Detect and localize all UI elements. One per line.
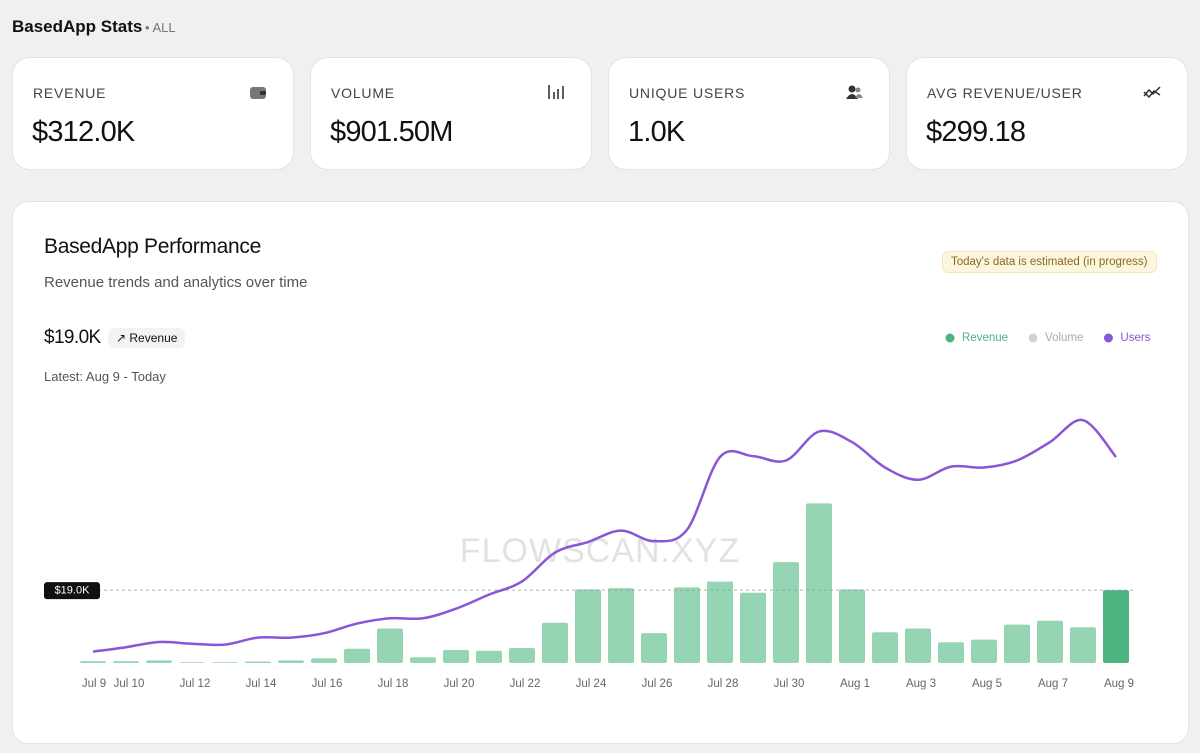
x-tick-label: Jul 9: [82, 678, 106, 690]
bar: [80, 661, 106, 663]
stat-label: REVENUE: [33, 85, 107, 101]
bar: [740, 592, 766, 663]
bar: [410, 657, 436, 663]
bar: [674, 587, 700, 663]
bar: [146, 660, 172, 663]
reference-label: $19.0K: [55, 584, 91, 596]
bar: [179, 662, 205, 663]
bar: [311, 658, 337, 663]
trend-icon: [1143, 86, 1161, 99]
bar: [971, 639, 997, 663]
x-tick-label: Jul 24: [576, 678, 607, 690]
page-title: BasedApp Stats: [12, 17, 143, 36]
stat-label: UNIQUE USERS: [629, 85, 746, 101]
bar: [641, 633, 667, 663]
bar: [608, 588, 634, 663]
stat-value: $299.18: [926, 116, 1026, 148]
bar: [113, 661, 139, 663]
x-tick-label: Jul 18: [378, 678, 409, 690]
bar: [872, 632, 898, 663]
bar: [344, 648, 370, 663]
stat-label: AVG REVENUE/USER: [927, 85, 1083, 101]
bar: [542, 622, 568, 663]
legend-swatch: [1028, 333, 1038, 343]
x-tick-label: Jul 10: [114, 678, 145, 690]
bar: [476, 650, 502, 663]
panel-title: BasedApp Performance: [44, 235, 261, 258]
bar: [1004, 624, 1030, 663]
x-tick-label: Jul 16: [312, 678, 343, 690]
bar: [839, 589, 865, 663]
metric-label: Revenue: [129, 331, 178, 345]
legend-label: Revenue: [962, 332, 1008, 344]
legend-swatch: [1103, 333, 1113, 343]
x-tick-label: Aug 5: [972, 678, 1002, 690]
current-value: $19.0K: [44, 327, 101, 348]
x-tick-label: Aug 9: [1104, 678, 1134, 690]
bar: [509, 648, 535, 663]
stat-card: REVENUE $312.0K: [12, 57, 294, 170]
x-tick-label: Jul 26: [642, 678, 673, 690]
legend-swatch: [945, 333, 955, 343]
bar: [443, 649, 469, 663]
bar: [938, 642, 964, 663]
x-tick-label: Jul 14: [246, 678, 277, 690]
bar: [1103, 590, 1129, 663]
bar: [905, 628, 931, 663]
x-tick-label: Jul 30: [774, 678, 805, 690]
x-tick-label: Jul 28: [708, 678, 739, 690]
notice: Today's data is estimated (in progress): [942, 251, 1157, 273]
stat-value: 1.0K: [628, 116, 685, 148]
x-tick-label: Aug 1: [840, 678, 870, 690]
bar: [377, 628, 403, 663]
bar: [773, 562, 799, 663]
legend-label: Users: [1120, 332, 1150, 344]
bar: [1037, 620, 1063, 663]
metric-pill: ↗ Revenue: [108, 328, 186, 348]
users-line: [92, 418, 1117, 653]
bar: [575, 589, 601, 663]
x-tick-label: Jul 22: [510, 678, 541, 690]
scope: • ALL: [145, 20, 176, 35]
x-tick-label: Aug 3: [906, 678, 936, 690]
bar: [245, 661, 271, 663]
users-icon: [846, 85, 863, 99]
bars-icon: [548, 85, 564, 99]
stat-value: $312.0K: [32, 116, 135, 148]
stat-card: UNIQUE USERS 1.0K: [608, 57, 890, 170]
latest: Latest: Aug 9 - Today: [44, 369, 166, 384]
bar: [1070, 627, 1096, 663]
stat-card: AVG REVENUE/USER $299.18: [906, 57, 1188, 170]
x-tick-label: Jul 12: [180, 678, 211, 690]
bar: [707, 581, 733, 663]
panel-subtitle: Revenue trends and analytics over time: [44, 274, 308, 291]
bar: [806, 503, 832, 663]
x-tick-label: Aug 7: [1038, 678, 1068, 690]
bar: [212, 662, 238, 663]
stat-card: VOLUME $901.50M: [310, 57, 592, 170]
scope-label: ALL: [152, 20, 176, 35]
x-tick-label: Jul 20: [444, 678, 475, 690]
reference-badge: [44, 582, 100, 600]
stat-value: $901.50M: [330, 116, 453, 148]
legend-label: Volume: [1045, 332, 1083, 344]
wallet-icon: [250, 87, 266, 99]
stat-label: VOLUME: [331, 85, 395, 101]
bar: [278, 660, 304, 663]
